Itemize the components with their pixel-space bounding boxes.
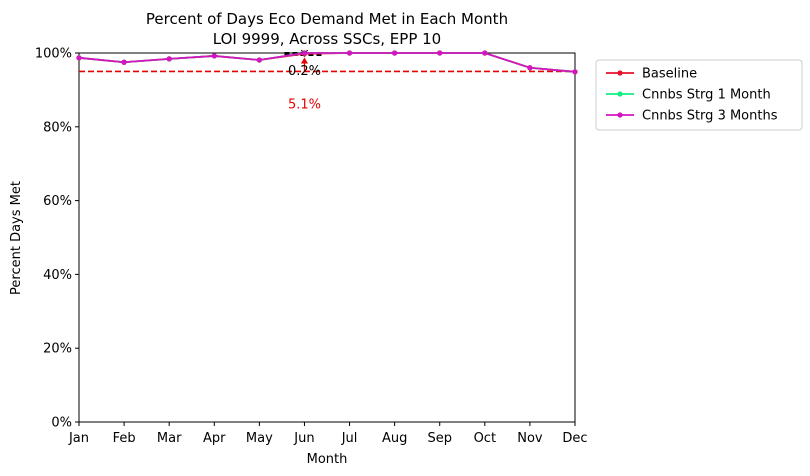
data-point	[256, 57, 262, 63]
x-tick-label: Aug	[382, 431, 407, 446]
legend-marker	[617, 70, 623, 76]
x-tick-label: May	[246, 431, 273, 446]
data-point	[482, 50, 488, 56]
data-point	[572, 69, 578, 75]
series-line-1	[78, 52, 576, 73]
y-tick-label: 80%	[43, 120, 72, 135]
plot-area: 0% 20% 40% 60% 80% 100% Jan Feb Mar Apr May Jun Jul A…	[35, 47, 588, 447]
series-line-0	[78, 52, 576, 73]
data-point	[527, 65, 533, 71]
legend-label: Cnnbs Strg 1 Month	[642, 88, 771, 103]
data-point	[166, 56, 172, 62]
x-tick-label: Feb	[113, 431, 136, 446]
y-tick-label: 100%	[35, 47, 72, 62]
x-tick-label: Nov	[517, 431, 543, 446]
y-tick-label: 60%	[43, 194, 72, 209]
x-tick-label: Sep	[427, 431, 452, 446]
y-axis-label: Percent Days Met	[9, 181, 24, 295]
data-point	[121, 59, 127, 65]
data-point	[301, 50, 308, 56]
x-tick-label: Jul	[341, 431, 358, 446]
legend: Baseline Cnnbs Strg 1 Month Cnnbs Strg 3 M…	[595, 59, 803, 131]
data-point	[437, 50, 443, 56]
x-tick-label: Apr	[203, 431, 226, 446]
x-tick-label: Oct	[474, 431, 496, 446]
annotation-label: 5.1%	[288, 97, 321, 112]
legend-marker	[617, 91, 623, 97]
x-axis-label: Month	[307, 452, 348, 467]
legend-box	[595, 59, 803, 131]
series-line-2	[78, 52, 576, 73]
chart-title: Percent of Days Eco Demand Met in Each M…	[146, 10, 508, 28]
x-tick-label: Jan	[68, 431, 89, 446]
legend-marker	[617, 112, 623, 118]
annotation-label: 0.2%	[288, 64, 321, 79]
x-tick-label: Dec	[562, 431, 587, 446]
data-point	[346, 50, 353, 56]
arrowhead-red-icon	[301, 57, 308, 64]
chart-subtitle: LOI 9999, Across SSCs, EPP 10	[213, 30, 441, 48]
legend-label: Cnnbs Strg 3 Months	[642, 109, 778, 124]
x-tick-label: Mar	[157, 431, 182, 446]
data-point	[392, 50, 398, 56]
y-tick-label: 0%	[51, 416, 72, 431]
legend-label: Baseline	[642, 67, 697, 82]
y-tick-label: 20%	[43, 342, 72, 357]
axes-frame	[78, 52, 576, 423]
data-point	[211, 53, 217, 59]
y-tick-label: 40%	[43, 268, 72, 283]
x-tick-label: Jun	[293, 431, 314, 446]
data-point	[76, 55, 82, 61]
